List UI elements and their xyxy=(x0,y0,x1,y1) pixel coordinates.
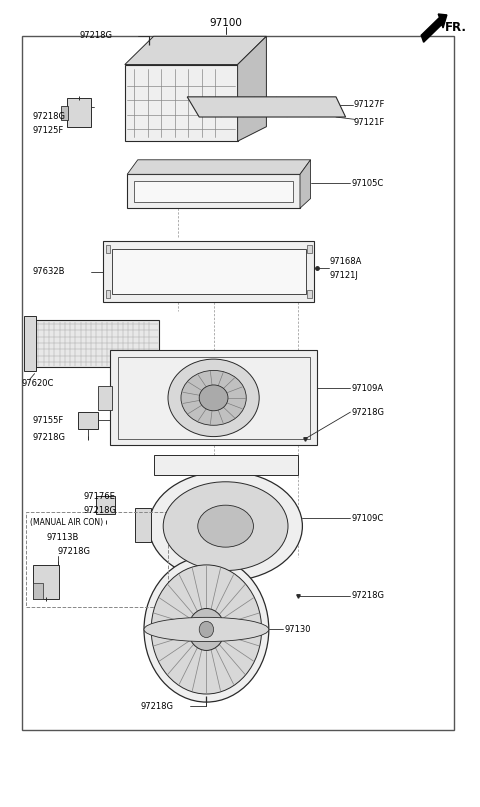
Text: FR.: FR. xyxy=(445,21,467,34)
Text: 97127F: 97127F xyxy=(354,100,385,110)
Ellipse shape xyxy=(168,359,259,437)
Text: 97620C: 97620C xyxy=(22,378,54,388)
Bar xyxy=(67,98,91,127)
Bar xyxy=(96,496,115,514)
Text: 97218G: 97218G xyxy=(351,408,384,416)
Text: 97218G: 97218G xyxy=(84,506,117,516)
Ellipse shape xyxy=(181,370,246,425)
Text: 97218G: 97218G xyxy=(141,701,174,711)
Ellipse shape xyxy=(163,482,288,571)
Bar xyxy=(98,386,112,410)
Polygon shape xyxy=(127,160,311,174)
Bar xyxy=(26,512,168,607)
Polygon shape xyxy=(187,97,346,117)
Bar xyxy=(33,565,59,599)
Bar xyxy=(110,350,317,445)
Text: 97218G: 97218G xyxy=(351,591,384,600)
Bar xyxy=(112,249,306,294)
Text: 97130: 97130 xyxy=(284,625,311,634)
Polygon shape xyxy=(238,36,266,141)
Text: (MANUAL AIR CON): (MANUAL AIR CON) xyxy=(30,518,103,528)
Text: 97100: 97100 xyxy=(209,18,242,27)
Text: 97109C: 97109C xyxy=(351,513,384,523)
Polygon shape xyxy=(125,36,266,65)
Bar xyxy=(61,106,68,120)
Bar xyxy=(125,65,238,141)
FancyArrow shape xyxy=(421,14,447,42)
Bar xyxy=(307,245,312,253)
Ellipse shape xyxy=(199,385,228,411)
Bar xyxy=(35,320,159,367)
Text: 97632B: 97632B xyxy=(32,267,65,276)
Text: 97125F: 97125F xyxy=(32,126,63,136)
Text: 97155F: 97155F xyxy=(32,416,63,425)
Ellipse shape xyxy=(188,608,225,650)
Text: 97218G: 97218G xyxy=(79,31,112,40)
Text: 97218G: 97218G xyxy=(32,433,65,442)
Bar xyxy=(127,174,300,208)
Ellipse shape xyxy=(198,505,253,547)
Bar xyxy=(154,455,298,475)
Bar xyxy=(307,290,312,298)
Text: 97218G: 97218G xyxy=(58,546,91,556)
Polygon shape xyxy=(300,160,311,208)
Ellipse shape xyxy=(144,557,269,702)
Text: 97109A: 97109A xyxy=(351,384,384,393)
Bar xyxy=(78,412,98,429)
Text: 97176E: 97176E xyxy=(84,491,116,501)
Bar xyxy=(118,357,310,439)
Bar xyxy=(22,36,454,730)
Bar xyxy=(33,583,43,599)
Text: 97121F: 97121F xyxy=(354,118,385,128)
Text: 97168A: 97168A xyxy=(330,257,362,266)
Ellipse shape xyxy=(149,471,302,581)
Text: 97105C: 97105C xyxy=(351,178,384,188)
Bar xyxy=(24,316,36,371)
Bar xyxy=(106,290,110,298)
Text: 97121J: 97121J xyxy=(330,271,359,280)
Text: 97218G: 97218G xyxy=(32,111,65,121)
Ellipse shape xyxy=(199,621,214,638)
Text: 97113B: 97113B xyxy=(47,533,79,542)
Bar xyxy=(103,241,314,302)
Ellipse shape xyxy=(144,617,269,642)
Bar xyxy=(135,508,151,542)
Bar xyxy=(134,181,293,202)
Ellipse shape xyxy=(151,565,262,694)
Bar xyxy=(106,245,110,253)
